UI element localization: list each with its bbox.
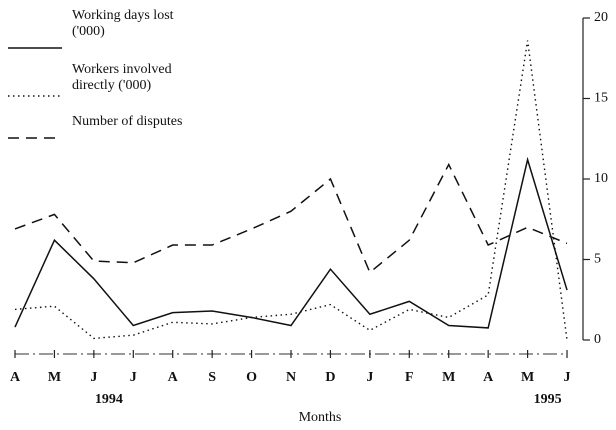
year-label: 1995 <box>534 392 562 407</box>
series-line <box>14 156 568 329</box>
x-tick-label: F <box>405 370 414 385</box>
legend-entry-box: Working days lost ('000) <box>72 8 174 39</box>
x-tick-label: S <box>208 370 216 385</box>
x-tick-label: A <box>483 370 494 385</box>
x-tick-label: N <box>286 370 296 385</box>
x-tick-label: O <box>246 370 257 385</box>
x-tick-label: J <box>366 370 373 385</box>
y-tick-label: 15 <box>594 91 608 106</box>
series-line <box>14 40 568 341</box>
legend-label: Workers involved directly ('000) <box>72 62 172 93</box>
y-tick-label: 20 <box>594 10 608 25</box>
y-tick-label: 5 <box>594 252 601 267</box>
x-tick-label: D <box>325 370 335 385</box>
x-tick-label: M <box>442 370 455 385</box>
x-tick-label: M <box>521 370 534 385</box>
y-tick-label: 10 <box>594 171 608 186</box>
x-axis-title: Months <box>299 410 342 425</box>
series-line <box>14 162 568 274</box>
legend-entry-box: Workers involved directly ('000) <box>72 62 172 93</box>
year-label: 1994 <box>95 392 123 407</box>
x-tick-label: A <box>10 370 21 385</box>
legend-label: Working days lost ('000) <box>72 8 174 39</box>
x-tick-label: J <box>90 370 97 385</box>
x-tick-label: M <box>48 370 61 385</box>
y-tick-label: 0 <box>594 332 601 347</box>
x-tick-label: A <box>168 370 179 385</box>
legend-label: Number of disputes <box>72 114 183 129</box>
legend-entry-box: Number of disputes <box>72 114 183 129</box>
x-tick-label: J <box>564 370 571 385</box>
x-tick-label: J <box>130 370 137 385</box>
